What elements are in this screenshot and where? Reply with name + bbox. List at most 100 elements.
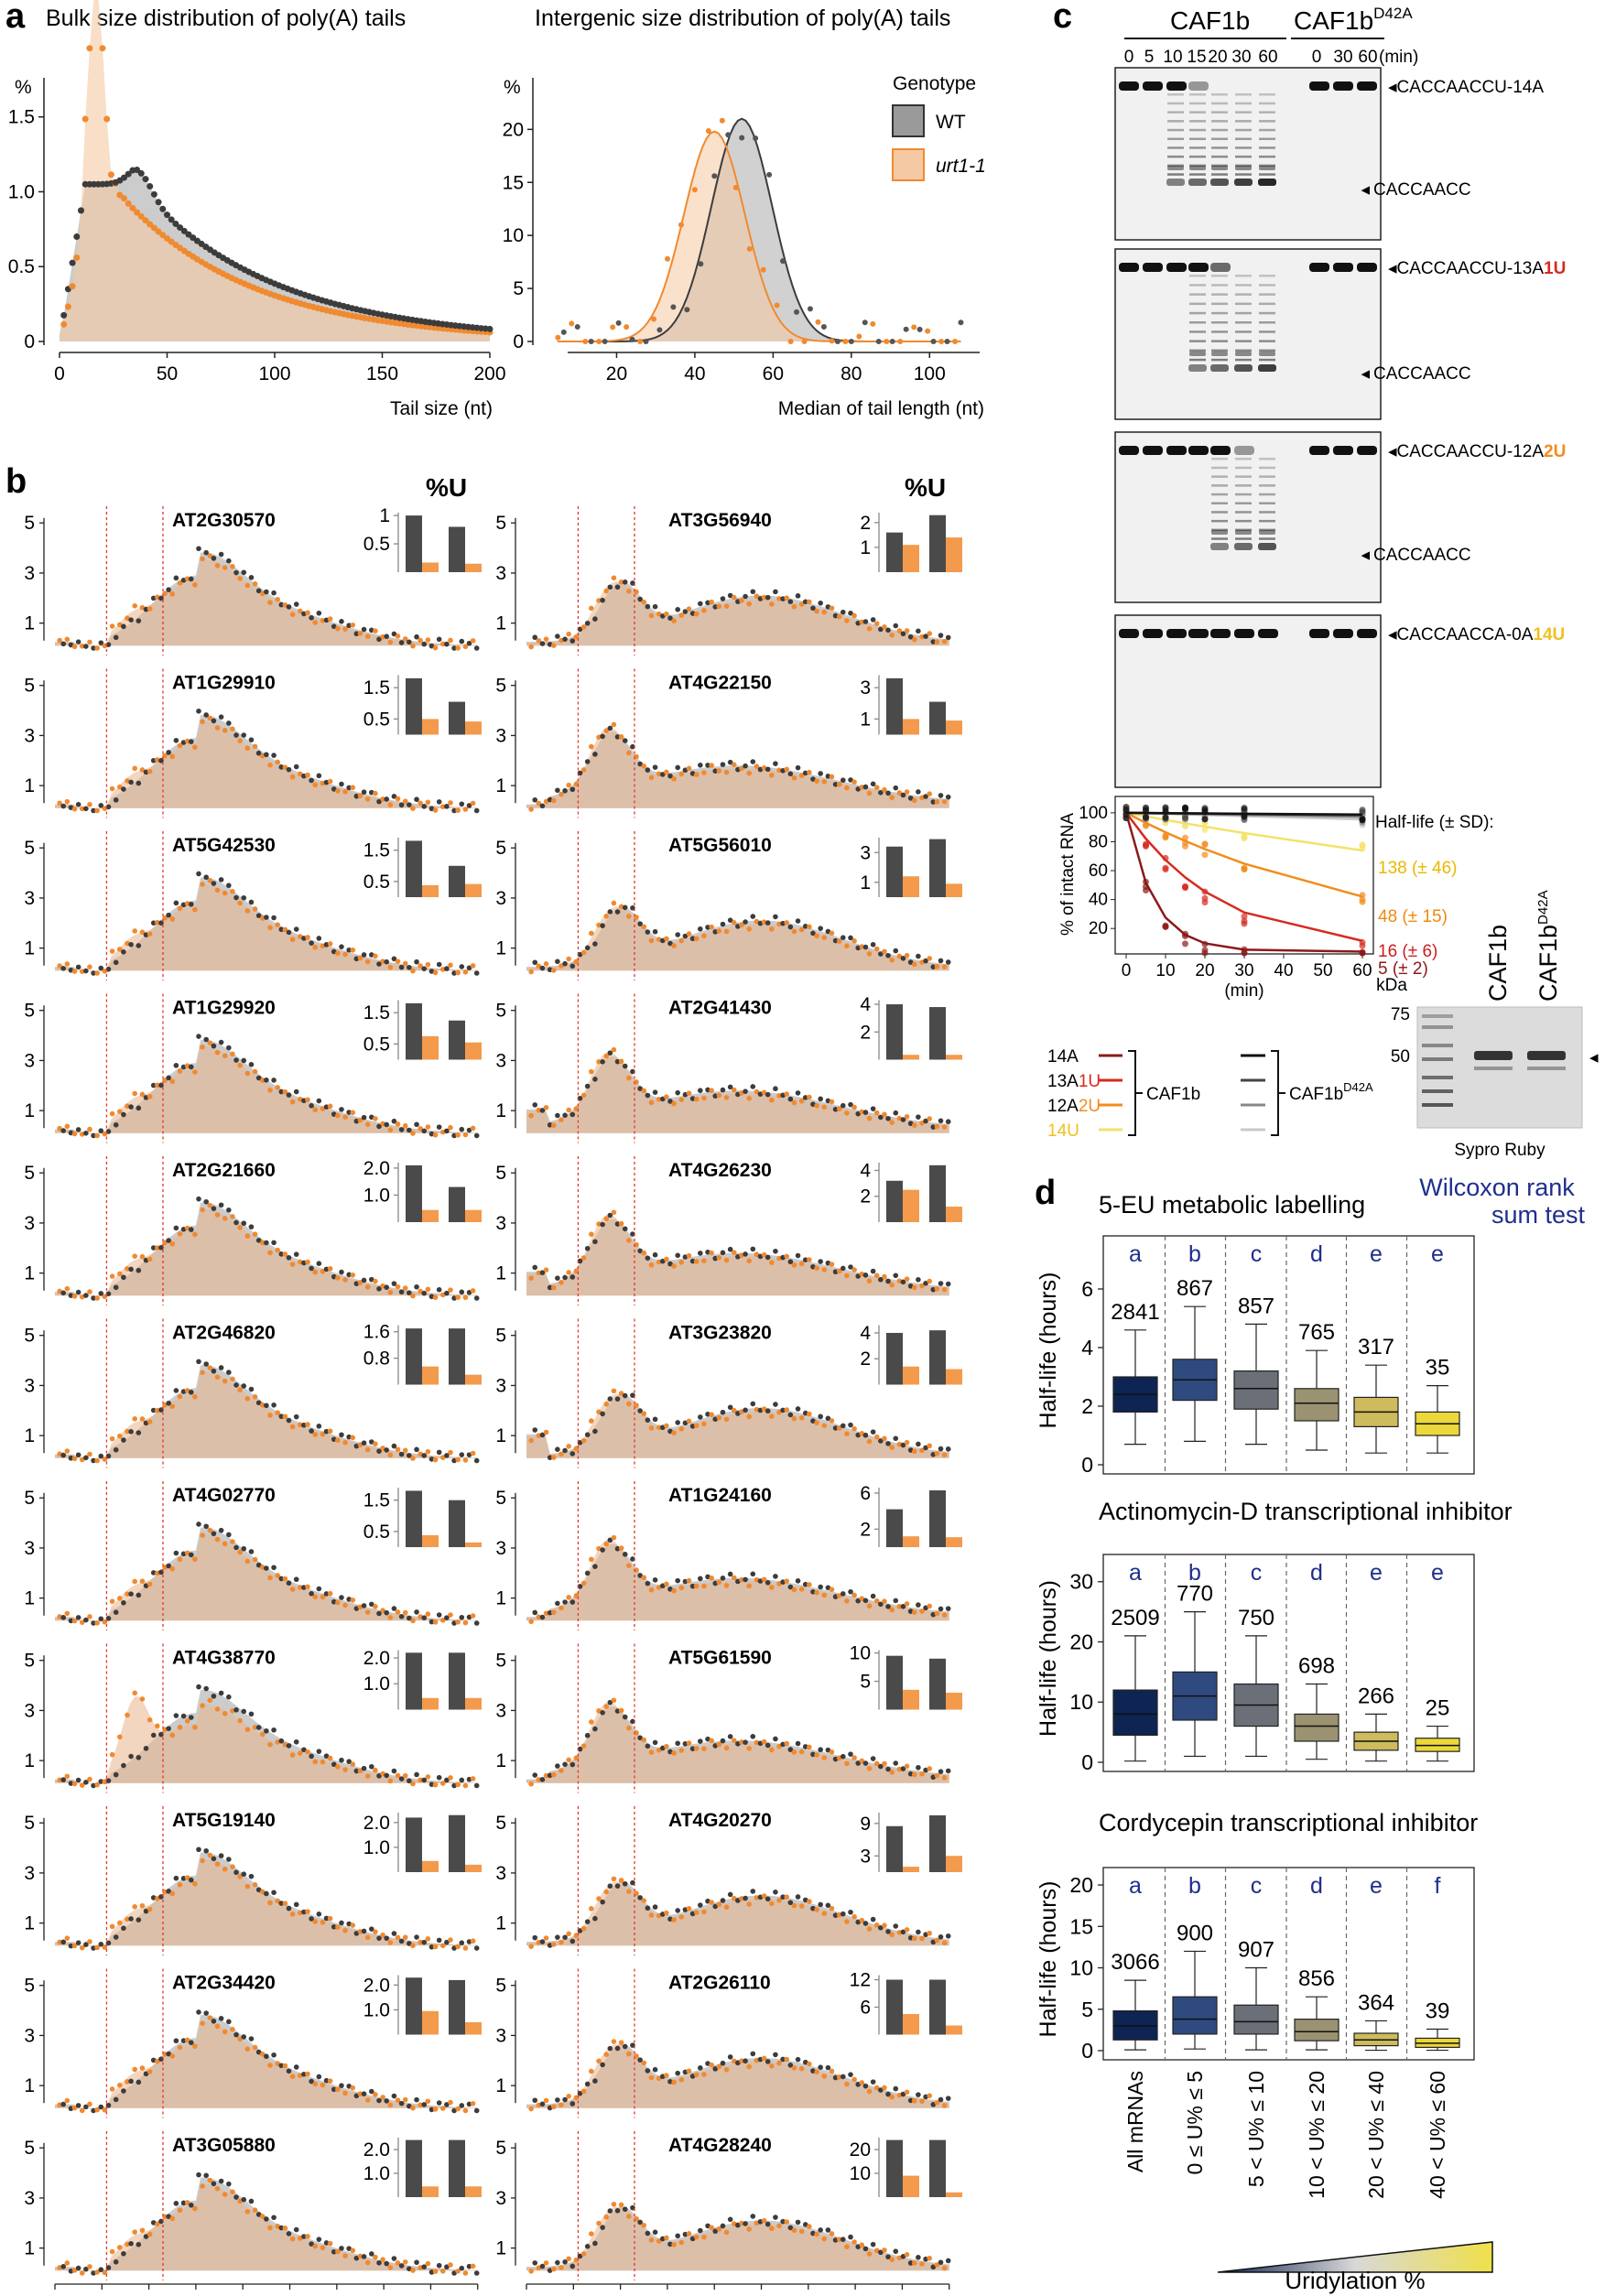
gene-ytick-label: 1 xyxy=(495,775,506,796)
gene-wt-point xyxy=(848,1422,853,1428)
inset-bar xyxy=(886,1825,903,1872)
gene-urt-point xyxy=(87,801,92,807)
inter-urt-point xyxy=(596,339,602,344)
gene-urt-point xyxy=(580,2251,587,2257)
gene-wt-point xyxy=(128,1104,134,1110)
gene-urt-point xyxy=(941,964,948,969)
gene-urt-point xyxy=(109,948,115,954)
gene-urt-point xyxy=(746,1901,752,1907)
gene-wt-point xyxy=(795,593,801,599)
gene-wt-point xyxy=(309,1428,314,1434)
gene-wt-point xyxy=(675,1908,680,1913)
gene-urt-point xyxy=(769,601,775,607)
boxplot-ytick-label: 5 xyxy=(1081,1998,1093,2021)
gene-wt-point xyxy=(398,2263,405,2269)
gene-wt-point xyxy=(203,1685,209,1692)
gene-urt-point xyxy=(731,1250,737,1255)
gene-wt-point xyxy=(848,611,853,616)
gel-band-product xyxy=(1234,364,1253,372)
gene-wt-point xyxy=(301,1747,307,1753)
gene-wt-point xyxy=(667,940,673,947)
gene-wt-point xyxy=(562,1761,568,1768)
gene-wt-point xyxy=(248,575,255,580)
gene-wt-point xyxy=(323,2077,330,2084)
gel-ladder-band xyxy=(1189,173,1206,176)
gene-wt-point xyxy=(539,641,546,646)
gene-urt-point xyxy=(162,915,168,921)
inset-bar xyxy=(929,2139,946,2197)
gene-wt-point xyxy=(765,2221,771,2227)
gene-urt-point xyxy=(364,1284,371,1290)
gene-urt-point xyxy=(709,924,714,930)
gene-urt-point xyxy=(267,925,273,931)
gene-wt-point xyxy=(848,1101,853,1108)
gene-urt-point xyxy=(320,2082,326,2088)
gene-urt-point xyxy=(829,1749,835,1755)
inset-ytick-label: 4 xyxy=(860,994,871,1015)
gene-wt-point xyxy=(945,2096,951,2101)
gene-wt-point xyxy=(532,2260,538,2266)
gene-urt-point xyxy=(559,1117,564,1122)
gene-urt-point xyxy=(146,1581,153,1587)
gene-wt-point xyxy=(113,1446,119,1453)
gene-urt-point xyxy=(550,797,557,804)
gene-urt-point xyxy=(603,1053,610,1059)
gene-wt-point xyxy=(795,764,801,771)
inset-bar xyxy=(422,719,439,735)
gene-urt-point xyxy=(117,1433,123,1439)
inset-bar xyxy=(422,2186,439,2197)
gel-label-top: ◂CACCAACCU-13A1U xyxy=(1388,259,1566,278)
gene-urt-point xyxy=(439,1781,446,1786)
gene-wt-point xyxy=(840,935,846,940)
gene-urt-point xyxy=(814,608,819,614)
gene-urt-point xyxy=(146,2231,153,2237)
bulk-urt-point xyxy=(159,232,167,239)
gene-urt-point xyxy=(373,790,378,796)
boxplot-title: Cordycepin transcriptional inhibitor xyxy=(1099,1809,1478,1836)
gene-wt-point xyxy=(547,1455,553,1460)
gene-urt-point xyxy=(342,2090,348,2096)
gene-urt-point xyxy=(402,1934,408,1941)
gene-wt-point xyxy=(316,773,322,779)
inset-ytick-label: 2 xyxy=(860,1186,871,1208)
gene-urt-point xyxy=(230,1214,235,1219)
gene-wt-point xyxy=(848,1588,853,1595)
gene-urt-point xyxy=(664,2235,669,2241)
gene-xtick-label: 0 xyxy=(49,2293,60,2296)
gene-urt-point xyxy=(364,1934,371,1941)
gene-urt-point xyxy=(282,2063,288,2069)
gene-urt-point xyxy=(807,1744,812,1750)
gene-urt-point xyxy=(289,2074,296,2080)
gene-wt-point xyxy=(652,2229,658,2236)
gene-wt-point xyxy=(60,803,67,809)
gene-wt-point xyxy=(923,1280,928,1286)
gene-wt-point xyxy=(255,913,262,918)
gene-wt-point xyxy=(900,1603,906,1609)
gene-urt-point xyxy=(230,1376,235,1382)
gene-urt-point xyxy=(282,764,288,770)
gene-urt-point xyxy=(244,1233,251,1239)
gene-urt-point xyxy=(550,2266,557,2272)
boxplot-ytick-label: 15 xyxy=(1069,1914,1093,1938)
gene-wt-point xyxy=(825,1902,831,1909)
gene-urt-point xyxy=(125,1266,130,1272)
gene-wt-point xyxy=(376,1123,382,1130)
boxplot-ylabel: Half-life (hours) xyxy=(1036,1273,1061,1429)
gene-urt-point xyxy=(754,764,760,769)
gene-wt-point xyxy=(885,2254,891,2260)
gene-wt-point xyxy=(473,2270,480,2276)
legend-mut-base: CAF1b xyxy=(1289,1085,1343,1104)
gene-wt-point xyxy=(675,1420,680,1425)
gene-plot-AT4G28240: 135AT4G2824010200102030405060708090 xyxy=(495,2131,962,2296)
gene-urt-point xyxy=(418,1777,423,1783)
gene-urt-point xyxy=(177,2207,183,2214)
inset-bar xyxy=(886,677,903,735)
gene-wt-point xyxy=(840,1911,846,1917)
gene-urt-point xyxy=(395,2260,401,2266)
gene-urt-point xyxy=(244,582,251,589)
inset-bar xyxy=(903,1536,919,1547)
gene-urt-point xyxy=(723,1904,730,1911)
gene-wt-point xyxy=(128,1916,134,1922)
gene-wt-point xyxy=(211,2019,217,2024)
gene-urt-point xyxy=(373,1767,378,1773)
